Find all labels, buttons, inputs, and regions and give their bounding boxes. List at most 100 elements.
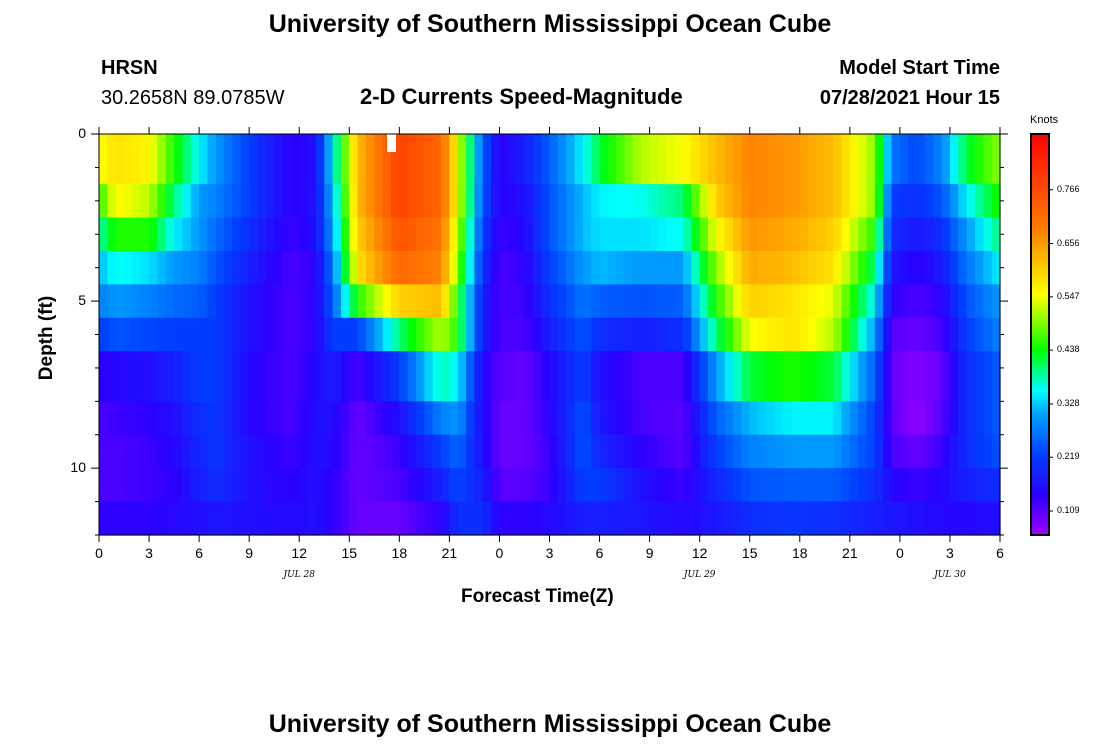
heatmap-cell [516,317,526,352]
heatmap-cell [933,217,943,252]
heatmap-cell [224,184,234,219]
heatmap-cell [457,134,467,185]
heatmap-cell [699,217,709,252]
station-name: HRSN [101,57,158,79]
heatmap-cell [933,401,943,436]
heatmap-cell [365,250,375,285]
heatmap-cell [424,317,434,352]
heatmap-cell [733,184,742,219]
colorbar-label: 0.219 [1057,451,1080,462]
heatmap-cell [449,434,459,469]
heatmap-cell [157,317,167,352]
heatmap-cell [349,434,359,469]
x-tick-label: 6 [195,545,204,561]
heatmap-cell [858,501,868,536]
heatmap-cell [115,250,125,285]
heatmap-cell [507,468,517,503]
heatmap-cell [174,401,184,436]
heatmap-cell [958,468,968,503]
heatmap-cell [249,284,259,319]
heatmap-cell [682,468,692,503]
heatmap-cell [149,351,158,402]
heatmap-cell [566,250,576,285]
heatmap-cell [891,501,901,536]
heatmap-cell [457,401,467,436]
heatmap-cell [390,401,400,436]
heatmap-cell [290,468,300,503]
heatmap-cell [466,284,476,319]
heatmap-cell [174,250,184,285]
heatmap-cell [407,351,417,402]
heatmap-cell [691,250,701,285]
heatmap-cell [199,501,209,536]
heatmap-cell [190,250,200,285]
heatmap-cell [541,468,551,503]
heatmap-cell [507,284,517,319]
heatmap-cell [674,250,684,285]
heatmap-cell [983,401,993,436]
heatmap-cell [983,351,993,402]
heatmap-cell [257,284,267,319]
heatmap-cell [390,217,400,252]
heatmap-cell [682,401,692,436]
heatmap-cell [199,134,209,185]
heatmap-cell [749,317,759,352]
heatmap-cell [741,401,751,436]
heatmap-cell [866,501,876,536]
heatmap-cell [899,284,909,319]
heatmap-cell [899,351,909,402]
heatmap-cell [599,217,609,252]
heatmap-cell [149,184,158,219]
heatmap-cell [382,317,392,352]
heatmap-cell [557,317,567,352]
heatmap-cell [858,250,868,285]
heatmap-cell [416,134,425,185]
heatmap-cell [616,284,626,319]
heatmap-cell [716,351,726,402]
heatmap-cell [324,134,334,185]
heatmap-cell [424,284,434,319]
heatmap-cell [966,184,976,219]
heatmap-cell [958,284,968,319]
heatmap-cell [632,401,642,436]
heatmap-cell [749,351,759,402]
heatmap-cell [566,184,576,219]
heatmap-cell [424,217,434,252]
heatmap-cell [774,351,784,402]
heatmap-cell [257,501,267,536]
heatmap-cell [774,134,784,185]
heatmap-cell [849,134,859,185]
heatmap-cell [716,501,726,536]
heatmap-cell [140,184,150,219]
heatmap-cell [699,501,709,536]
heatmap-cell [499,134,509,185]
heatmap-cell [365,501,375,536]
heatmap-cell [399,401,409,436]
heatmap-cell [549,401,559,436]
heatmap-cell [866,250,876,285]
heatmap-cell [357,250,367,285]
heatmap-cell [607,351,617,402]
heatmap-cell [549,284,559,319]
heatmap-cell [390,501,400,536]
heatmap-cell [616,134,626,185]
heatmap-cell [657,501,667,536]
heatmap-cell [549,217,559,252]
heatmap-cell [566,217,576,252]
heatmap-cell [432,284,442,319]
heatmap-cell [849,284,859,319]
heatmap-cell [682,184,692,219]
heatmap-cell [966,501,976,536]
heatmap-cell [165,351,175,402]
heatmap-cell [632,317,642,352]
heatmap-cell [574,317,584,352]
heatmap-cell [783,250,793,285]
heatmap-cell [958,217,968,252]
heatmap-cell [407,401,417,436]
heatmap-cell [416,434,425,469]
heatmap-cell [157,217,167,252]
heatmap-cell [799,317,809,352]
heatmap-cell [641,184,651,219]
heatmap-cell [340,501,350,536]
heatmap-cell [599,317,609,352]
